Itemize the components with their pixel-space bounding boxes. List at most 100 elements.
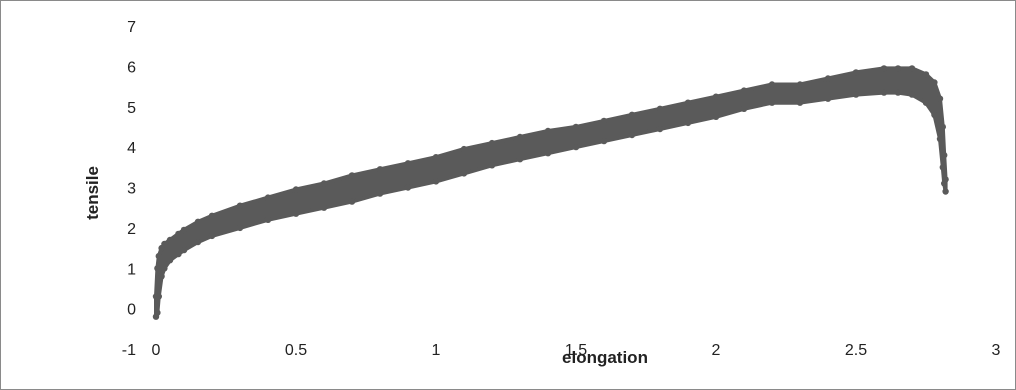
y-tick-label: 5: [127, 100, 136, 117]
x-tick-label: 3: [992, 342, 1001, 359]
data-point-lower: [158, 273, 165, 280]
data-point-upper: [320, 180, 328, 187]
data-point-lower: [155, 293, 162, 300]
data-point-upper: [572, 123, 580, 131]
data-point-lower: [154, 309, 161, 316]
axis-layer: -1 0 1 2 3 4 5 6 7 0 0.5 1 1.5 2 2.5 3: [122, 19, 1001, 359]
data-point-lower: [572, 143, 580, 151]
data-point-lower: [908, 91, 916, 98]
data-point-lower: [208, 232, 216, 240]
data-point-upper: [460, 145, 468, 153]
x-tick-label: 1.5: [565, 342, 587, 359]
data-point-lower: [740, 105, 748, 113]
data-point-lower: [880, 89, 888, 96]
data-point-lower: [516, 156, 524, 163]
data-point-upper: [942, 176, 949, 183]
data-point-upper: [740, 87, 748, 94]
data-point-lower: [292, 210, 300, 217]
data-point-upper: [264, 194, 272, 201]
data-band-layer: [154, 66, 948, 319]
data-point-upper: [936, 95, 944, 102]
y-tick-label: 7: [127, 19, 136, 36]
data-point-upper: [292, 186, 300, 193]
data-point-lower: [488, 162, 496, 169]
data-point-lower: [712, 113, 720, 121]
data-point-upper: [208, 212, 216, 219]
data-point-lower: [180, 246, 188, 254]
data-point-lower: [348, 198, 356, 205]
data-point-lower: [236, 224, 244, 232]
data-point-upper: [180, 226, 188, 234]
data-point-lower: [161, 265, 168, 272]
data-point-upper: [894, 65, 902, 72]
data-point-upper: [684, 99, 692, 106]
data-point-upper: [768, 81, 776, 88]
data-point-lower: [936, 135, 944, 143]
data-point-lower: [166, 257, 174, 264]
data-point-upper: [348, 172, 356, 179]
data-point-upper: [155, 252, 162, 260]
x-tick-label: 1: [432, 342, 441, 359]
y-tick-label: 1: [127, 261, 136, 278]
data-point-lower: [264, 216, 272, 223]
data-point-upper: [824, 75, 832, 82]
data-point-lower: [931, 111, 938, 119]
x-tick-label: 0: [152, 342, 161, 359]
data-band: [154, 66, 948, 319]
data-point-lower: [432, 178, 440, 185]
data-point-upper: [922, 71, 930, 78]
data-point-upper: [488, 139, 496, 147]
data-point-upper: [236, 202, 244, 209]
data-point-lower: [942, 188, 949, 195]
data-marker-layer: [152, 65, 949, 320]
data-point-upper: [656, 105, 664, 113]
y-tick-label: 3: [127, 181, 136, 198]
data-point-upper: [194, 218, 202, 225]
data-point-upper: [544, 127, 552, 135]
x-tick-label: 0.5: [285, 342, 307, 359]
data-point-upper: [852, 69, 860, 76]
data-point-lower: [939, 164, 946, 171]
x-tick-label: 2.5: [845, 342, 867, 359]
y-tick-label: 6: [127, 59, 136, 76]
data-point-lower: [684, 119, 692, 127]
data-point-upper: [941, 152, 948, 159]
data-point-lower: [768, 99, 776, 106]
data-point-upper: [908, 65, 916, 72]
x-tick-label: 2: [712, 342, 721, 359]
data-point-upper: [600, 117, 608, 125]
data-point-upper: [628, 111, 636, 119]
data-point-lower: [544, 150, 552, 157]
data-point-lower: [194, 238, 202, 246]
data-point-upper: [516, 133, 524, 141]
data-point-lower: [852, 91, 860, 98]
data-point-lower: [922, 99, 930, 106]
data-point-upper: [161, 240, 168, 248]
data-point-upper: [404, 160, 412, 167]
data-point-upper: [376, 166, 384, 173]
data-point-lower: [404, 184, 412, 191]
data-point-lower: [376, 190, 384, 197]
data-point-upper: [880, 65, 888, 72]
data-point-upper: [931, 79, 938, 86]
y-tick-label: 2: [127, 221, 136, 238]
data-point-lower: [628, 131, 636, 139]
data-point-lower: [894, 89, 902, 96]
data-point-lower: [320, 204, 328, 211]
data-point-lower: [175, 250, 182, 258]
y-tick-label: 4: [127, 140, 136, 157]
data-point-lower: [600, 137, 608, 145]
data-point-upper: [712, 93, 720, 100]
data-point-upper: [166, 236, 174, 244]
data-point-lower: [796, 99, 804, 106]
data-point-lower: [460, 170, 468, 177]
data-point-upper: [432, 154, 440, 161]
y-tick-label: 0: [127, 302, 136, 319]
data-point-upper: [175, 230, 182, 238]
data-point-upper: [796, 81, 804, 88]
data-point-lower: [824, 95, 832, 102]
data-point-upper: [154, 265, 161, 272]
data-point-upper: [939, 123, 946, 131]
